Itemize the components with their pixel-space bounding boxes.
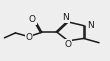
Text: O: O — [64, 40, 71, 49]
Text: N: N — [62, 13, 69, 22]
Text: O: O — [29, 15, 36, 24]
Text: O: O — [26, 33, 33, 42]
Text: N: N — [87, 21, 94, 30]
